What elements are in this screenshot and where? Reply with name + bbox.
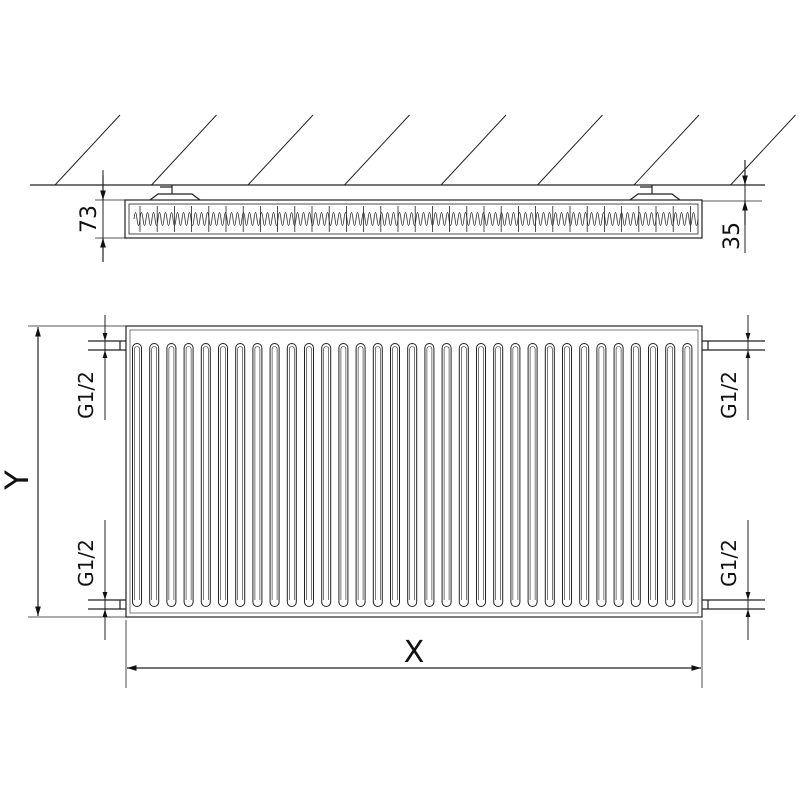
water-channel (407, 343, 418, 607)
water-channel (630, 343, 641, 607)
height-label: Y (0, 470, 36, 491)
water-channel-inner (203, 346, 209, 600)
height-dimension (28, 325, 126, 618)
water-channel (321, 343, 332, 607)
width-label: X (404, 635, 425, 670)
water-channel-inner (650, 346, 656, 600)
water-channel-inner (615, 346, 622, 600)
depth-label: 73 (77, 205, 102, 233)
connection-label-bottom-right: G1/2 (717, 539, 741, 587)
water-channel (493, 343, 504, 607)
connection-dimensions (102, 315, 751, 640)
width-dimension (125, 620, 703, 688)
water-channel (596, 343, 607, 607)
water-channel-inner (581, 346, 587, 600)
water-channel-inner (633, 346, 639, 600)
water-channel (372, 343, 383, 607)
water-channel (458, 343, 469, 607)
water-channel-inner (512, 346, 519, 600)
connection-label-bottom-left: G1/2 (74, 539, 98, 587)
water-channel-inner (461, 346, 467, 600)
water-channel (579, 343, 590, 607)
radiator-front-view (88, 325, 765, 618)
wall-hatch-line (730, 114, 796, 186)
water-channel (527, 343, 538, 607)
water-channel-inner (495, 346, 501, 600)
water-channel-inner (323, 346, 329, 600)
wall-hatch-line (54, 114, 121, 186)
wall-hatch-line (344, 114, 410, 186)
water-channel (648, 343, 658, 607)
wall-distance-label: 35 (720, 222, 745, 250)
water-channel (166, 343, 177, 607)
water-channel-inner (151, 346, 157, 600)
water-channel (682, 343, 693, 607)
water-channel (286, 343, 297, 607)
water-channel (200, 343, 211, 607)
water-channel (665, 343, 676, 607)
wall-hatch-line (633, 114, 700, 186)
water-channel (235, 343, 246, 607)
depth-dimension (95, 170, 125, 262)
water-channel-inner (375, 346, 381, 600)
water-channel-inner (271, 346, 278, 600)
water-channel-inner (667, 346, 673, 600)
water-channel-inner (426, 346, 433, 600)
water-channel (544, 343, 555, 607)
water-channel (510, 343, 521, 607)
wall-hatch-line (151, 114, 217, 186)
water-channel (355, 343, 366, 607)
water-channel (132, 343, 142, 607)
radiator-top-view (124, 185, 703, 239)
water-channel-inner (409, 346, 415, 600)
water-channel-inner (340, 346, 347, 600)
water-channel (424, 343, 435, 607)
water-channel-inner (254, 346, 261, 600)
water-channel (390, 343, 400, 607)
bracket-left (149, 185, 201, 201)
water-channel-inner (289, 346, 295, 600)
water-channel-inner (306, 346, 312, 600)
water-channel-inner (478, 346, 484, 600)
water-channel (613, 343, 624, 607)
water-channel-inner (357, 346, 364, 600)
water-channel (252, 343, 263, 607)
water-channel (218, 343, 228, 607)
water-channel-inner (237, 346, 243, 600)
water-channel (338, 343, 349, 607)
water-channel-inner (547, 346, 553, 600)
bracket-right (629, 185, 681, 201)
water-channel (183, 343, 194, 607)
wall-distance-dimension (702, 160, 762, 253)
water-channel (562, 343, 572, 607)
water-channel-inner (168, 346, 175, 600)
connection-label-top-right: G1/2 (717, 371, 741, 419)
water-channel-inner (684, 346, 691, 600)
connection-label-top-left: G1/2 (74, 371, 98, 419)
water-channel (476, 343, 486, 607)
water-channel (149, 343, 160, 607)
wall-hatch-line (440, 114, 507, 186)
wall-hatch-line (247, 114, 314, 186)
water-channel-inner (529, 346, 536, 600)
water-channel-inner (134, 346, 140, 600)
water-channel-inner (220, 346, 226, 600)
water-channel (304, 343, 314, 607)
water-channel (269, 343, 280, 607)
wall-hatch-line (537, 114, 603, 186)
water-channel-inner (392, 346, 398, 600)
water-channel-inner (564, 346, 570, 600)
water-channel-inner (443, 346, 450, 600)
water-channel-inner (598, 346, 605, 600)
convector-fins (133, 212, 699, 226)
water-channel-inner (185, 346, 192, 600)
wall (30, 114, 796, 186)
water-channel (441, 343, 452, 607)
